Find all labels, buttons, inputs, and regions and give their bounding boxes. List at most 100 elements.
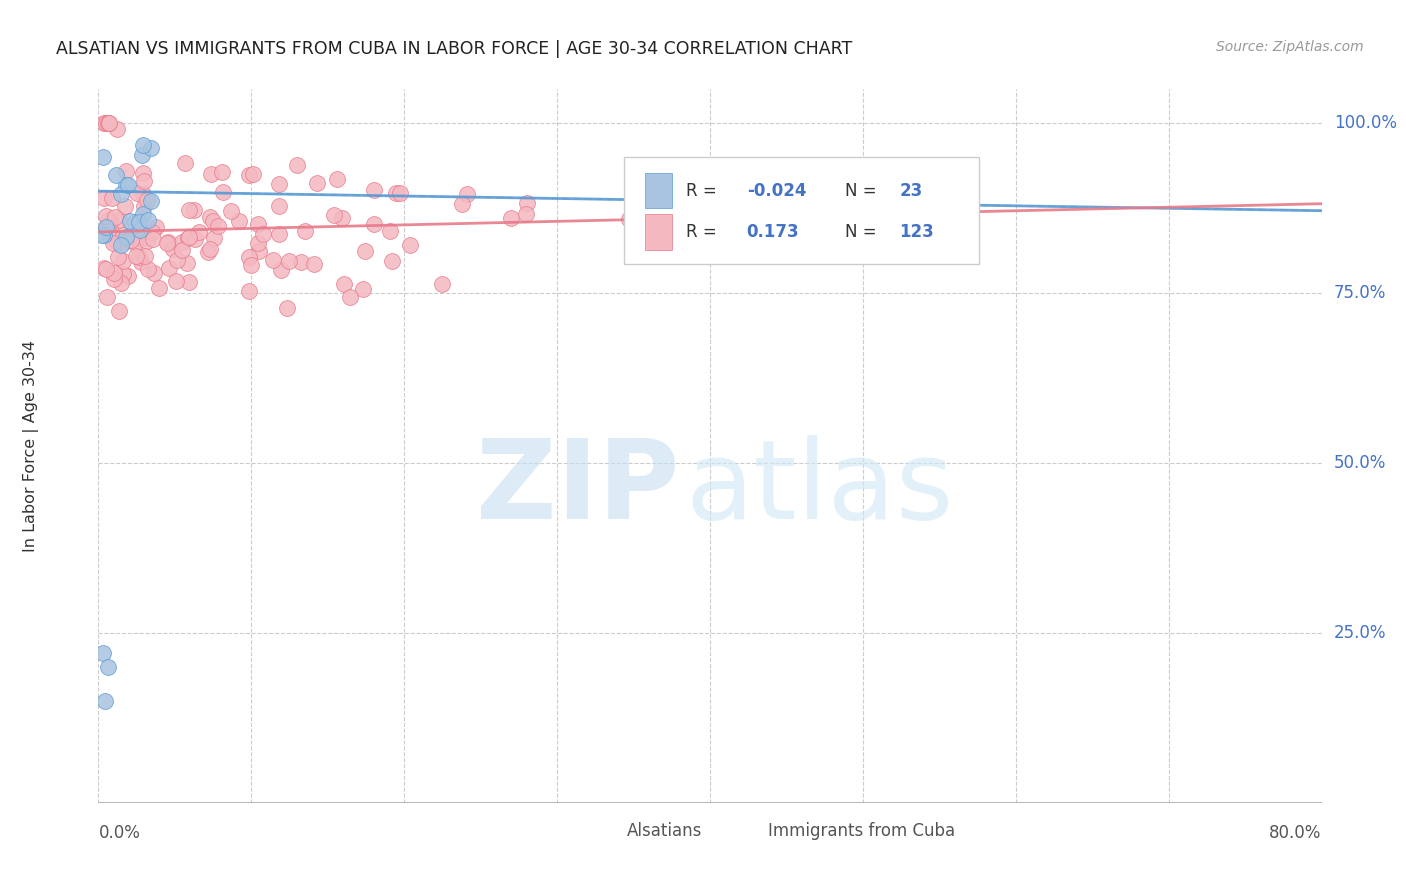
Immigrants from Cuba [228,213,250,227]
Immigrants from Cuba [100,224,122,238]
Alsatians [93,694,115,708]
Text: 75.0%: 75.0% [1334,284,1386,302]
Bar [728,817,762,846]
Immigrants from Cuba [108,213,131,227]
Immigrants from Cuba [111,267,134,281]
Immigrants from Cuba [145,220,167,235]
Immigrants from Cuba [108,304,131,318]
Bar [588,817,620,846]
Text: 100.0%: 100.0% [1334,114,1398,132]
Immigrants from Cuba [198,242,221,256]
Immigrants from Cuba [202,231,225,245]
Immigrants from Cuba [107,250,129,264]
Immigrants from Cuba [238,168,260,182]
Alsatians [93,228,115,243]
Immigrants from Cuba [132,174,155,188]
Immigrants from Cuba [197,245,219,260]
Text: N =: N = [845,182,876,200]
Immigrants from Cuba [101,191,124,205]
Immigrants from Cuba [135,194,157,208]
Immigrants from Cuba [120,233,142,247]
Immigrants from Cuba [93,191,115,205]
Immigrants from Cuba [617,212,640,227]
Immigrants from Cuba [98,116,121,130]
Immigrants from Cuba [177,203,200,218]
Immigrants from Cuba [238,284,260,298]
Immigrants from Cuba [242,167,264,181]
Alsatians [118,214,141,228]
Text: -0.024: -0.024 [747,182,806,200]
Immigrants from Cuba [96,116,118,130]
Immigrants from Cuba [162,242,184,256]
Text: Source: ZipAtlas.com: Source: ZipAtlas.com [1216,40,1364,54]
Immigrants from Cuba [325,171,347,186]
Text: R =: R = [686,223,716,241]
Immigrants from Cuba [135,234,157,248]
Immigrants from Cuba [103,235,125,250]
Text: 80.0%: 80.0% [1270,824,1322,842]
Immigrants from Cuba [305,176,328,190]
Immigrants from Cuba [240,258,263,272]
Immigrants from Cuba [177,231,200,245]
Immigrants from Cuba [188,225,211,239]
Immigrants from Cuba [132,166,155,180]
Alsatians [117,178,139,193]
Text: atlas: atlas [686,435,955,542]
Immigrants from Cuba [170,243,193,257]
Immigrants from Cuba [141,225,163,239]
Immigrants from Cuba [352,282,374,296]
Immigrants from Cuba [184,232,207,246]
Immigrants from Cuba [97,224,120,238]
Alsatians [110,237,132,252]
Immigrants from Cuba [143,266,166,280]
Text: R =: R = [686,182,716,200]
Immigrants from Cuba [354,244,377,259]
Text: Immigrants from Cuba: Immigrants from Cuba [768,822,955,840]
Text: Alsatians: Alsatians [627,822,702,840]
Immigrants from Cuba [323,208,346,222]
Alsatians [110,186,132,201]
Immigrants from Cuba [515,207,537,221]
Immigrants from Cuba [290,254,312,268]
Alsatians [96,220,118,235]
Immigrants from Cuba [165,274,187,288]
Alsatians [132,207,155,221]
Immigrants from Cuba [381,254,404,268]
Alsatians [105,169,128,183]
Bar [645,173,672,209]
Immigrants from Cuba [97,116,120,130]
Alsatians [129,223,152,237]
Immigrants from Cuba [294,224,316,238]
Text: 25.0%: 25.0% [1334,624,1386,642]
Text: 0.0%: 0.0% [98,824,141,842]
Immigrants from Cuba [252,227,274,242]
Immigrants from Cuba [330,211,353,226]
Immigrants from Cuba [132,199,155,213]
Text: In Labor Force | Age 30-34: In Labor Force | Age 30-34 [22,340,39,552]
Immigrants from Cuba [132,187,155,202]
Immigrants from Cuba [183,203,205,218]
Immigrants from Cuba [388,186,411,201]
Text: 0.173: 0.173 [747,223,800,241]
Immigrants from Cuba [247,217,270,231]
Alsatians [97,660,120,674]
FancyBboxPatch shape [624,157,979,264]
Immigrants from Cuba [93,261,115,276]
Immigrants from Cuba [96,209,118,223]
Immigrants from Cuba [124,249,146,263]
Immigrants from Cuba [170,235,193,249]
Text: N =: N = [845,223,876,241]
Immigrants from Cuba [499,211,522,225]
Alsatians [90,227,112,242]
Immigrants from Cuba [384,186,406,200]
Text: 123: 123 [900,223,935,241]
Immigrants from Cuba [198,211,221,225]
Immigrants from Cuba [378,224,401,238]
Immigrants from Cuba [211,185,233,199]
Alsatians [128,215,150,229]
Immigrants from Cuba [363,183,385,197]
Immigrants from Cuba [157,260,180,275]
Immigrants from Cuba [114,164,136,178]
Immigrants from Cuba [267,227,290,241]
Immigrants from Cuba [174,156,197,170]
